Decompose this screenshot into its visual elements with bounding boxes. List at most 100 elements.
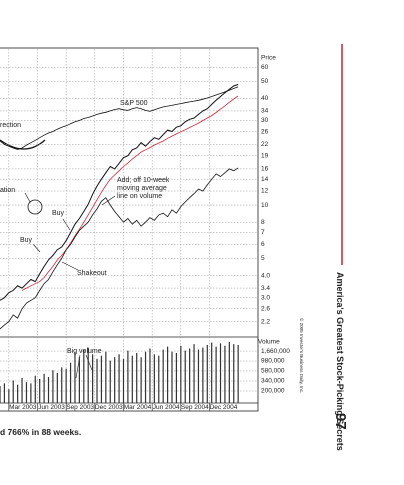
- bar: [52, 370, 54, 403]
- bar: [237, 344, 239, 403]
- caption: d 766% in 88 weeks.: [0, 427, 81, 437]
- bar: [166, 346, 169, 403]
- bar: [197, 349, 200, 403]
- y-tick-label: 50: [261, 78, 269, 85]
- y-tick-label: 3.0: [261, 294, 270, 301]
- y-tick-label: 200,000: [261, 388, 285, 395]
- arrow: [32, 243, 41, 253]
- bar: [136, 352, 138, 403]
- arrow: [101, 195, 116, 206]
- bar: [12, 380, 14, 403]
- bar: [140, 357, 142, 403]
- y-tick-label: 22: [261, 141, 269, 148]
- bar: [184, 350, 186, 403]
- annotation: S&P 500: [120, 100, 148, 107]
- bar: [78, 357, 80, 403]
- y-tick-label: 580,000: [261, 368, 285, 375]
- bar: [228, 341, 230, 403]
- bar: [30, 383, 32, 403]
- page-number: 97: [332, 413, 349, 430]
- y-tick-label: 40: [261, 95, 269, 102]
- annotation: moving average: [117, 185, 167, 192]
- bar: [118, 354, 120, 403]
- arrow: [61, 261, 79, 271]
- y-axis-label: Price: [261, 55, 276, 62]
- y-tick-label: 3.4: [261, 285, 270, 292]
- bar: [219, 343, 222, 403]
- bar: [43, 373, 45, 403]
- y-tick-label: 340,000: [261, 378, 285, 385]
- bar: [162, 349, 164, 403]
- y-tick-label: 30: [261, 117, 269, 124]
- bar: [114, 357, 116, 403]
- annotation: line on volume: [117, 193, 162, 200]
- bar: [17, 384, 19, 403]
- y-tick-label: 2.6: [261, 305, 270, 312]
- y-tick-label: 10: [261, 202, 269, 209]
- x-tick-label: Jun 2004: [153, 404, 180, 411]
- x-tick-label: Mar 2003: [9, 404, 37, 411]
- x-tick-label: Mar 2004: [124, 404, 152, 411]
- bar: [69, 362, 72, 403]
- bar: [3, 383, 6, 403]
- annotation: Buy: [52, 210, 65, 217]
- x-tick-label: Dec 2004: [210, 404, 238, 411]
- bar: [105, 351, 107, 403]
- bar: [153, 354, 155, 403]
- copyright: © 2005 Investor's Business Daily, Inc.: [299, 318, 305, 393]
- y-tick-label: 1,660,000: [261, 348, 290, 355]
- x-tick-label: Sep 2003: [66, 404, 94, 411]
- bar: [65, 368, 67, 403]
- bar: [92, 354, 94, 403]
- annotation: Shakeout: [77, 270, 107, 277]
- bar: [21, 377, 23, 403]
- y-tick-label: 8: [261, 219, 265, 226]
- bar: [127, 350, 129, 403]
- bar: [131, 355, 133, 403]
- bar: [144, 351, 147, 403]
- bar: [202, 347, 204, 403]
- bar: [96, 358, 98, 403]
- bar: [171, 351, 173, 403]
- y-tick-label: 12: [261, 188, 269, 195]
- bar: [215, 346, 217, 403]
- bar: [175, 352, 178, 403]
- bar: [233, 344, 235, 403]
- bar: [189, 348, 191, 403]
- arrow: [62, 218, 71, 231]
- chart-frame: [0, 47, 259, 412]
- bar: [74, 352, 76, 403]
- bar: [47, 377, 50, 403]
- y-tick-label: 4.0: [261, 272, 270, 279]
- y-tick-label: 14: [261, 176, 269, 183]
- running-head: America's Greatest Stock-Picking Secrets: [335, 272, 345, 451]
- y-tick-label: 2.2: [261, 318, 270, 325]
- bar: [224, 345, 226, 403]
- bar: [100, 355, 103, 403]
- bar: [34, 375, 36, 403]
- y-tick-label: 7: [261, 229, 265, 236]
- annotation: Add; off 10-week: [117, 177, 170, 184]
- line-series: [21, 95, 239, 291]
- bar: [25, 382, 28, 403]
- annotation: Big volume: [67, 348, 102, 355]
- x-tick-label: Jun 2003: [38, 404, 65, 411]
- annotation: Buy: [20, 237, 33, 244]
- bar: [158, 355, 160, 403]
- bar: [109, 360, 111, 403]
- bar: [211, 342, 213, 403]
- x-tick-label: Sep 2004: [181, 404, 209, 411]
- bar: [61, 367, 63, 403]
- bar: [0, 386, 1, 403]
- annotation: ation: [0, 187, 15, 194]
- y-tick-label: 6: [261, 241, 265, 248]
- y-tick-label: 19: [261, 152, 269, 159]
- y-axis-label: Volume: [258, 339, 280, 346]
- y-tick-label: 60: [261, 64, 269, 71]
- correction-arc: [0, 139, 46, 150]
- bar: [122, 358, 125, 403]
- y-tick-label: 5: [261, 255, 265, 262]
- arrow: [85, 354, 93, 371]
- y-tick-label: 34: [261, 108, 269, 115]
